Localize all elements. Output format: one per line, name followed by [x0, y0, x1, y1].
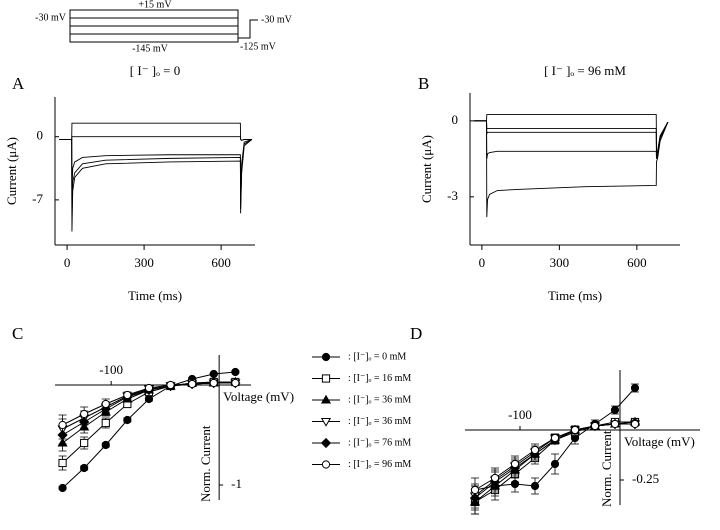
marker — [321, 374, 331, 383]
series-line — [59, 138, 253, 232]
x-tick-label: -100 — [508, 407, 532, 422]
marker — [209, 369, 218, 379]
legend-label: : [I⁻]ₒ = 76 mM — [348, 437, 411, 448]
x-axis-label: Voltage (mV) — [624, 434, 695, 449]
series-line — [59, 138, 253, 218]
marker — [610, 419, 620, 429]
marker — [231, 367, 240, 377]
x-tick-label: 300 — [134, 255, 154, 270]
marker — [166, 380, 175, 390]
marker — [321, 460, 331, 469]
protocol-label: -125 mV — [240, 41, 277, 52]
panel-letter: A — [12, 74, 25, 93]
series-line — [474, 120, 669, 218]
marker — [123, 415, 132, 425]
marker — [58, 458, 67, 468]
y-axis-label: Norm. Current — [198, 425, 213, 502]
protocol-diagram — [69, 9, 258, 43]
marker — [630, 383, 640, 393]
marker — [530, 481, 540, 491]
marker — [320, 437, 332, 449]
series-line — [59, 138, 253, 200]
x-axis-label: Voltage (mV) — [223, 389, 294, 404]
series-line — [474, 120, 669, 160]
marker — [80, 409, 89, 419]
x-tick-label: 600 — [211, 255, 231, 270]
y-tick-label: -1 — [231, 476, 242, 491]
marker — [101, 440, 110, 450]
marker — [550, 433, 560, 443]
marker — [570, 425, 580, 435]
marker — [550, 459, 560, 469]
y-tick-label: 0 — [452, 112, 459, 127]
marker — [231, 378, 240, 388]
marker — [80, 438, 89, 448]
marker — [470, 485, 480, 495]
y-tick-label: -3 — [447, 188, 458, 203]
series-line — [59, 122, 252, 141]
panel-letter: B — [418, 74, 429, 93]
series-line — [474, 120, 669, 158]
marker — [101, 399, 110, 409]
chart-title: [ I⁻ ]ₒ = 96 mM — [544, 63, 626, 78]
legend-label: : [I⁻]ₒ = 36 mM — [348, 394, 411, 405]
marker — [80, 463, 89, 473]
marker — [144, 383, 154, 393]
marker — [610, 405, 620, 415]
protocol-tail — [238, 19, 258, 39]
y-axis-label: Norm. Current — [599, 430, 614, 507]
y-tick-label: -7 — [32, 191, 43, 206]
marker — [320, 418, 332, 427]
x-axis-label: Time (ms) — [548, 288, 602, 303]
legend-label: : [I⁻]ₒ = 0 mM — [348, 351, 406, 362]
marker — [58, 483, 67, 493]
x-tick-label: -100 — [99, 362, 123, 377]
panel-letter: C — [12, 324, 23, 343]
legend-label: : [I⁻]ₒ = 16 mM — [348, 373, 411, 384]
marker — [510, 459, 520, 469]
marker — [144, 394, 154, 404]
marker — [490, 473, 500, 483]
y-tick-label: -0.25 — [632, 471, 659, 486]
marker — [123, 390, 132, 400]
chart-title: [ I⁻ ]ₒ = 0 — [130, 63, 180, 78]
marker — [188, 379, 197, 389]
protocol-label: -30 mV — [261, 14, 293, 25]
x-tick-label: 300 — [550, 255, 570, 270]
series-line — [59, 136, 252, 141]
protocol-label: +15 mV — [138, 0, 172, 10]
y-axis-label: Current (μA) — [4, 137, 19, 205]
y-tick-label: 0 — [37, 128, 44, 143]
marker — [590, 421, 600, 431]
panel-letter: D — [410, 324, 422, 343]
marker — [58, 420, 67, 430]
legend-label: : [I⁻]ₒ = 96 mM — [348, 459, 411, 470]
marker — [209, 378, 218, 388]
y-axis-label: Current (μA) — [419, 135, 434, 203]
x-tick-label: 600 — [627, 255, 647, 270]
marker — [79, 416, 90, 428]
x-axis-label: Time (ms) — [128, 288, 182, 303]
protocol-label: -145 mV — [132, 43, 169, 54]
marker — [101, 418, 110, 428]
protocol-label: -30 mV — [35, 12, 67, 23]
series-line — [474, 114, 669, 154]
x-tick-label: 0 — [64, 255, 71, 270]
x-tick-label: 0 — [479, 255, 486, 270]
marker — [321, 352, 331, 362]
legend-label: : [I⁻]ₒ = 36 mM — [348, 416, 411, 427]
marker — [630, 419, 640, 429]
marker — [320, 394, 332, 404]
marker — [530, 445, 540, 455]
